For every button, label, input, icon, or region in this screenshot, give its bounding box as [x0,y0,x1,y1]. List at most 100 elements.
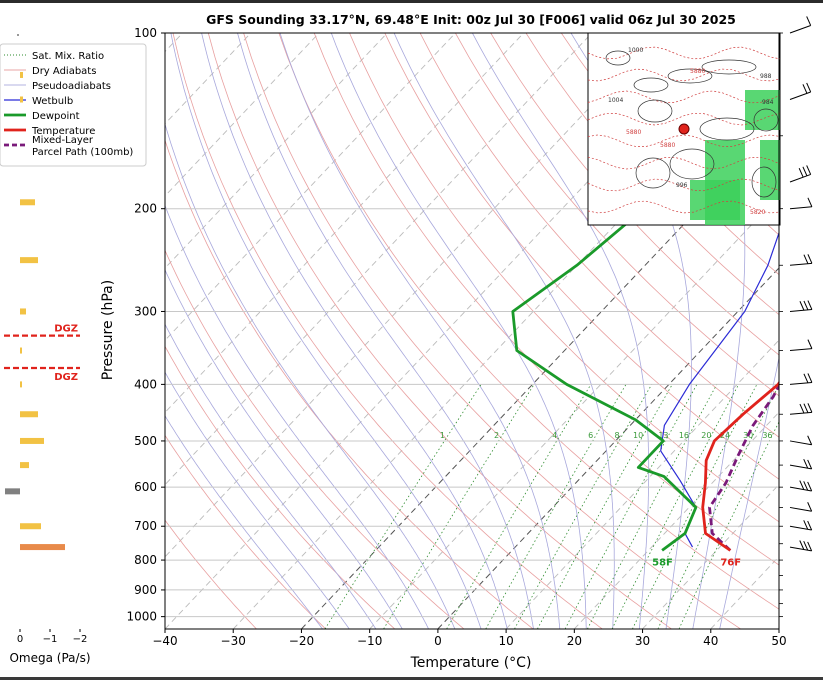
inset-contour-label: 5820 [750,209,765,216]
pseudoadiabat-line [279,33,561,629]
omega-bar [20,437,44,444]
barb-feather [803,459,809,469]
barb-staff [789,440,812,446]
isotherm-line [165,33,524,414]
omega-bar [5,488,20,495]
omega-marker [17,34,19,36]
y-tick-label: 1000 [126,610,157,624]
wind-barb [789,435,813,446]
dry-adiabat-line [165,249,465,629]
dry-adiabat-line [165,434,326,629]
dry-adiabat-line [525,33,779,316]
isotherm-line [437,267,779,629]
isotherm-line [778,628,779,629]
y-tick-label: 600 [134,480,157,494]
omega-bar [20,199,35,206]
barb-feather [799,301,805,311]
wind-barb [789,459,813,470]
precip-area [760,140,780,200]
barb-feather [806,82,812,93]
location-marker [678,123,690,135]
surface-temperature-label: 76F [720,557,741,568]
barb-staff [789,348,812,352]
mixing-ratio-label: 16 [679,431,689,440]
dry-adiabat-line [313,33,779,566]
x-tick-label: −10 [357,634,382,648]
pseudoadiabat-line [165,122,456,629]
surface-dewpoint-label: 58F [652,557,673,568]
barb-feather [799,540,805,550]
x-tick-label: 50 [771,634,786,648]
inset-height-contour [587,112,781,126]
plot-frame [164,32,780,630]
barb-staff [789,309,812,312]
pseudoadiabat-line [690,33,746,629]
mixing-ratio-label: 2 [494,431,499,440]
omega-panel: DGZ DGZ 0 −1 −2 Omega (Pa/s) [4,34,91,665]
omega-bar [20,411,38,418]
x-tick-label: −30 [221,634,246,648]
legend-label: Temperature [31,126,95,137]
barb-feather [803,403,809,413]
pseudoadiabat-line [570,33,692,629]
wind-barbs [789,16,813,552]
legend-item: Dewpoint [4,111,80,122]
barb-staff [789,25,811,34]
barb-feather [807,435,813,445]
mixing-ratio-line [383,384,535,629]
legend-box [0,43,147,167]
legend-label-line: Mixed-Layer [32,135,94,146]
omega-bar [20,523,41,530]
inset-contour-label: 996 [676,182,688,189]
barb-staff [789,381,812,385]
dry-adiabat-line [772,33,779,40]
barb-feather [806,16,812,26]
mixing-ratio-label: 24 [720,431,730,440]
inset-pressure-contour [751,166,777,198]
y-tick-label: 100 [134,26,157,40]
inset-height-contour [587,200,781,214]
top-border [0,0,823,3]
inset-pressure-contour [637,99,673,123]
inset-map: 1000 1004 988 984 5880 5880 5880 996 5820 [587,32,781,226]
dry-adiabat-line [419,33,779,438]
omega-axis-label: Omega (Pa/s) [9,651,90,665]
barb-staff [789,206,812,210]
legend: Sat. Mix. Ratio Dry Adiabats Pseudoadiabat… [0,43,147,167]
wind-barb [789,480,813,492]
legend-label-line: Sat. Mix. Ratio [32,51,104,62]
pseudoadiabat-line [330,33,587,629]
y-axis-label: Pressure (hPa) [100,280,116,380]
barb-feather [807,403,813,413]
barb-staff [789,546,812,552]
omega-tick-label: 0 [17,634,23,645]
pseudoadiabat-line [237,33,534,629]
dry-adiabat-line [165,139,534,629]
barb-staff [789,506,812,512]
background-lines: 1 2 4 6 8 10 13 16 20 24 30 36 [165,33,779,629]
y-tick-label: 200 [134,202,157,216]
x-tick-label: −20 [289,634,314,648]
wind-barb [789,403,813,415]
barb-feather [803,300,809,311]
pseudoadiabat-line [170,33,482,629]
grid [165,32,779,618]
barb-feather [803,373,809,384]
dry-adiabat-line [560,33,779,276]
omega-bar [20,96,23,103]
inset-height-contour [587,134,781,148]
y-tick-label: 700 [134,519,157,533]
isotherm-line [165,33,661,558]
wind-barb [789,520,813,531]
barb-feather [799,480,805,490]
legend-item: Dry Adiabats [4,66,96,77]
dry-adiabat-line [165,519,257,629]
inset-pressure-contour [635,157,671,189]
legend-label: Wetbulb [32,96,73,107]
legend-item: Mixed-Layer Parcel Path (100mb) [4,135,133,158]
wind-barb [789,502,813,512]
mixing-ratio-label: 8 [615,431,620,440]
barb-staff [789,91,811,100]
